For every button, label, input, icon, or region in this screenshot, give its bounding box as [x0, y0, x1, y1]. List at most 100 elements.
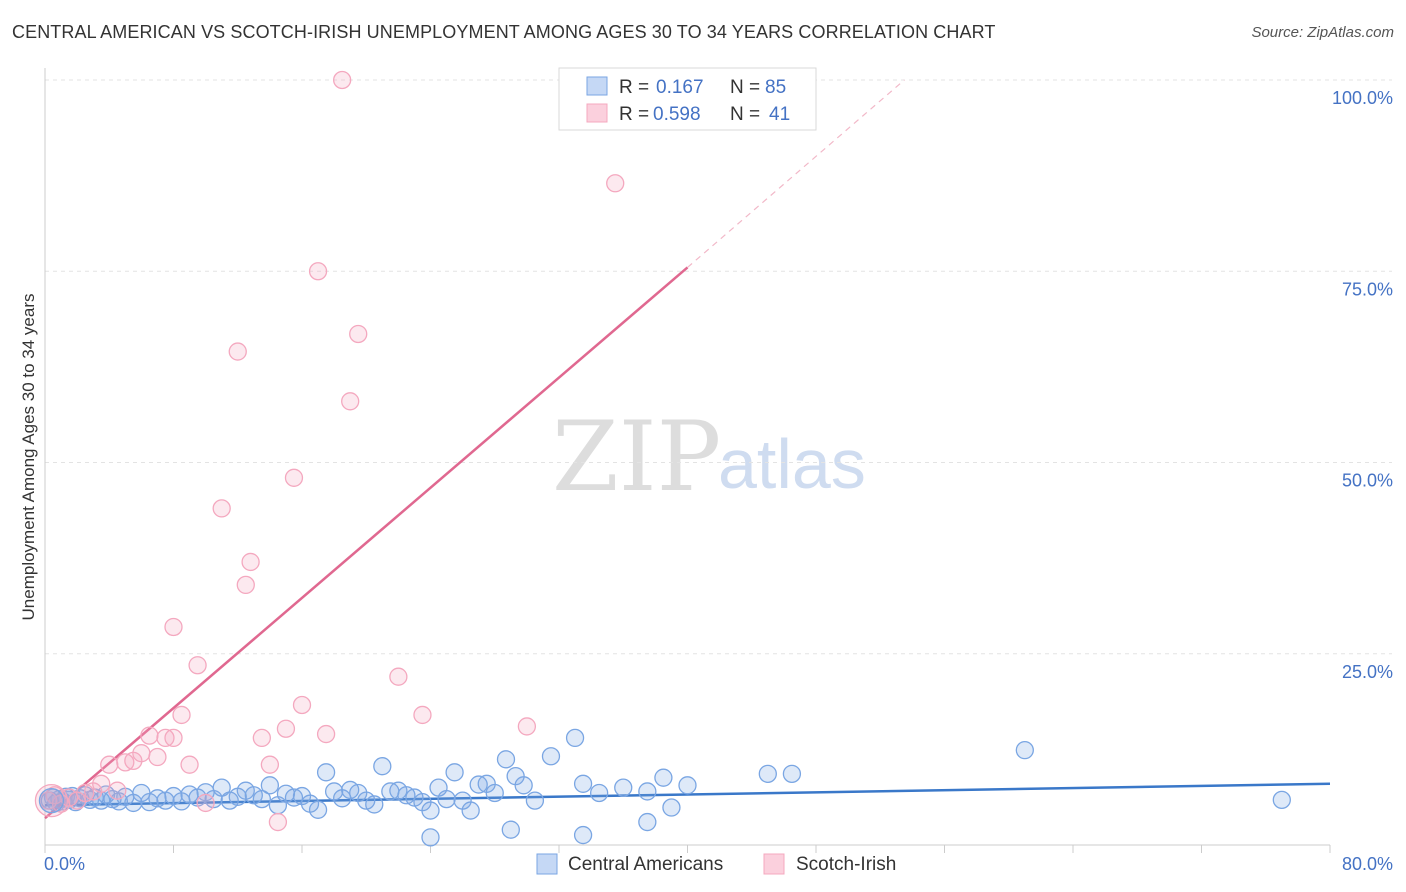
chart-title: CENTRAL AMERICAN VS SCOTCH-IRISH UNEMPLO…: [12, 22, 996, 42]
central-americans-point-77: [758, 764, 777, 784]
central-americans-point-58: [445, 763, 464, 782]
scotch-irish-point-33: [341, 392, 360, 411]
central-americans-point-67: [525, 791, 545, 810]
scotch-irish-point-22: [236, 575, 255, 595]
central-americans-point-78: [782, 764, 802, 784]
scotch-irish-point-9: [108, 781, 127, 800]
central-americans-cluster-point: [38, 787, 65, 814]
scotch-irish-point-40: [156, 728, 175, 748]
scotch-irish-point-35: [389, 667, 408, 686]
scotch-irish-point-18: [188, 656, 207, 675]
legend-n-value-2: 41: [769, 104, 790, 125]
bottom-legend-swatch-scotch-irish: [763, 853, 785, 875]
central-americans-point-75: [662, 798, 681, 817]
data-points: [34, 70, 1291, 847]
watermark-atlas: atlas: [718, 425, 866, 503]
scotch-irish-cluster-point: [34, 783, 69, 818]
scotch-irish-point-20: [212, 499, 231, 518]
central-americans-point-71: [590, 783, 609, 803]
scotch-irish-point-13: [140, 726, 159, 745]
y-axis-label: Unemployment Among Ages 30 to 34 years: [19, 294, 38, 621]
scotch-irish-point-39: [164, 617, 183, 637]
scotch-irish-point-23: [241, 552, 260, 572]
central-americans-point-48: [365, 795, 384, 814]
legend-swatch-central-americans: [586, 76, 608, 96]
scotch-irish-point-26: [268, 812, 288, 832]
scotch-irish-trend-line: [44, 266, 689, 820]
central-americans-point-34: [252, 789, 271, 809]
legend-n-label-2: N =: [730, 104, 760, 125]
scotch-irish-trend-extension: [687, 79, 905, 268]
central-americans-point-49: [373, 757, 392, 776]
central-americans-point-55: [421, 801, 440, 820]
central-americans-point-70: [573, 774, 593, 793]
y-tick-label-3: 100.0%: [1332, 88, 1393, 108]
legend-r-label-1: R =: [619, 77, 649, 98]
legend-r-label-2: R =: [619, 104, 649, 125]
scotch-irish-point-31: [316, 724, 336, 744]
scotch-irish-point-14: [148, 747, 167, 767]
scotch-irish-point-16: [172, 705, 191, 725]
legend-r-value-2: 0.598: [653, 104, 701, 125]
scotch-irish-point-27: [276, 719, 296, 738]
scotch-irish-point-12: [132, 744, 151, 763]
central-americans-point-29: [212, 778, 231, 797]
central-americans-point-35: [260, 776, 280, 795]
y-tick-label-0: 25.0%: [1342, 662, 1393, 682]
legend-n-label-1: N =: [730, 77, 760, 98]
x-tick-labels: 0.0% 80.0%: [44, 854, 1393, 874]
central-americans-point-83: [573, 825, 593, 845]
central-americans-point-66: [514, 776, 533, 795]
y-tick-labels: 25.0% 50.0% 75.0% 100.0%: [1332, 88, 1393, 682]
central-americans-point-42: [316, 763, 336, 782]
scotch-irish-point-29: [292, 695, 312, 715]
scotch-irish-point-30: [308, 262, 328, 281]
central-americans-point-64: [496, 750, 516, 769]
central-americans-point-84: [638, 812, 657, 832]
watermark-zip: ZIP: [552, 401, 721, 513]
scotch-irish-point-28: [284, 468, 304, 487]
central-americans-point-72: [614, 778, 633, 797]
y-tick-label-2: 75.0%: [1342, 279, 1393, 299]
bottom-legend-label-scotch-irish: Scotch-Irish: [796, 854, 896, 875]
central-americans-point-63: [485, 783, 504, 803]
central-americans-point-79: [1015, 740, 1034, 760]
legend-swatch-scotch-irish: [586, 103, 608, 123]
central-americans-point-82: [501, 820, 520, 839]
gridlines: [45, 79, 1392, 655]
central-americans-point-69: [565, 728, 585, 748]
scotch-irish-point-8: [100, 755, 119, 774]
central-americans-point-41: [308, 800, 328, 819]
legend-n-value-1: 85: [765, 77, 786, 98]
scotch-irish-point-25: [260, 755, 280, 774]
bottom-legend: Central Americans Scotch-Irish: [536, 853, 896, 875]
central-americans-point-73: [638, 782, 657, 801]
top-legend: R = 0.167 N = 85 R = 0.598 N = 41: [558, 67, 817, 131]
scotch-irish-point-32: [333, 70, 352, 90]
scotch-irish-point-38: [606, 174, 625, 193]
scotch-irish-point-21: [228, 342, 247, 361]
bottom-legend-swatch-central-americans: [536, 853, 558, 875]
central-americans-point-80: [1272, 790, 1291, 810]
x-tick-label-1: 80.0%: [1342, 854, 1393, 874]
central-americans-point-57: [437, 789, 456, 809]
central-americans-point-60: [461, 801, 480, 820]
central-americans-point-81: [421, 828, 440, 847]
scotch-irish-point-19: [196, 793, 215, 813]
scotch-irish-point-7: [92, 774, 111, 793]
scotch-irish-point-34: [349, 324, 368, 344]
watermark: ZIP atlas: [552, 401, 866, 513]
legend-r-value-1: 0.167: [656, 77, 704, 98]
scotch-irish-point-17: [180, 755, 199, 774]
y-tick-label-1: 50.0%: [1342, 471, 1393, 491]
central-americans-point-76: [678, 776, 697, 795]
central-americans-point-68: [541, 747, 561, 766]
chart-source: Source: ZipAtlas.com: [1251, 24, 1394, 41]
bottom-legend-label-central-americans: Central Americans: [568, 854, 723, 875]
central-americans-point-74: [654, 768, 673, 787]
scotch-irish-point-37: [517, 717, 537, 736]
scotch-irish-point-24: [252, 728, 271, 748]
x-tick-label-0: 0.0%: [44, 854, 85, 874]
scotch-irish-point-36: [413, 705, 432, 725]
